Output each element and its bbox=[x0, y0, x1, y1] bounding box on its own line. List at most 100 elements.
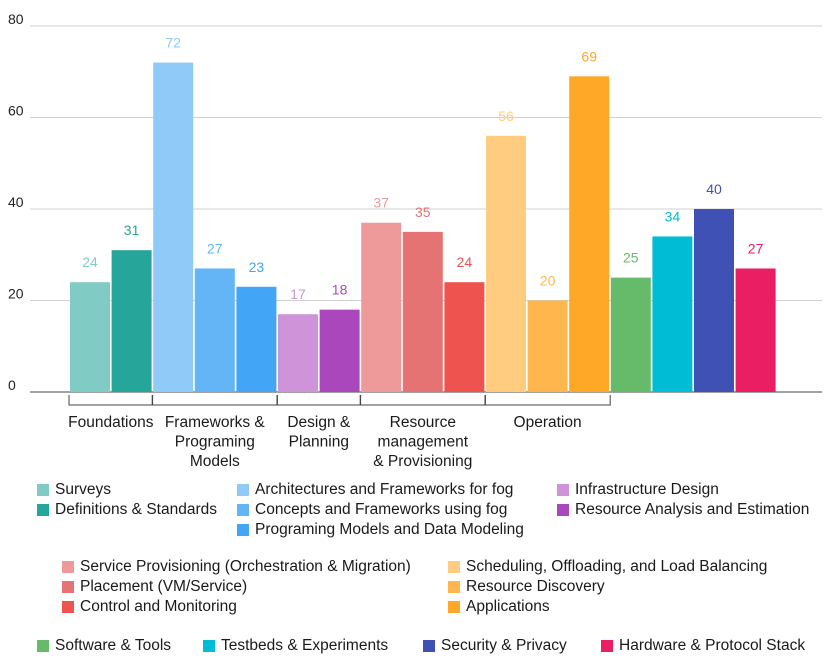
legend-item: Applications bbox=[448, 598, 550, 616]
bar bbox=[444, 282, 485, 392]
group-bracket bbox=[359, 395, 486, 406]
legend-item: Infrastructure Design bbox=[557, 481, 719, 499]
legend-label: Applications bbox=[466, 598, 550, 615]
legend-swatch bbox=[448, 561, 460, 573]
bar bbox=[361, 222, 402, 392]
group-brackets: Foundations Frameworks & Programing Models D… bbox=[68, 395, 611, 470]
legend-item: Control and Monitoring bbox=[62, 598, 237, 616]
legend-item: Surveys bbox=[37, 481, 111, 499]
data-label: 35 bbox=[415, 204, 431, 220]
y-tick-label: 60 bbox=[8, 103, 24, 119]
legend-label: Software & Tools bbox=[55, 637, 172, 654]
y-axis-ticks: 0 20 40 60 80 bbox=[8, 11, 24, 393]
bar bbox=[735, 268, 776, 392]
bar bbox=[652, 236, 693, 392]
data-label: 31 bbox=[124, 222, 140, 238]
legend-swatch bbox=[62, 601, 74, 613]
legend-label: Definitions & Standards bbox=[55, 501, 217, 518]
data-label: 20 bbox=[540, 273, 556, 289]
legend-label: Surveys bbox=[55, 481, 111, 498]
group-label: Design & Planning bbox=[287, 414, 351, 451]
data-label: 27 bbox=[748, 240, 764, 256]
legend-swatch bbox=[37, 504, 49, 516]
legend-swatch bbox=[557, 504, 569, 516]
bar bbox=[694, 209, 734, 392]
bar bbox=[569, 76, 610, 392]
legend-swatch bbox=[557, 484, 569, 496]
legend-item: Scheduling, Offloading, and Load Balanci… bbox=[448, 558, 767, 576]
legend-label: Resource Analysis and Estimation bbox=[575, 501, 810, 518]
data-label: 24 bbox=[82, 254, 98, 270]
bar bbox=[153, 62, 194, 392]
bar bbox=[610, 277, 651, 392]
legend-swatch bbox=[62, 581, 74, 593]
data-label: 23 bbox=[249, 259, 265, 275]
group-label: Frameworks & Programing Models bbox=[165, 414, 266, 470]
legend-swatch bbox=[203, 640, 215, 652]
legend-swatch bbox=[423, 640, 435, 652]
group-label: Operation bbox=[514, 414, 582, 431]
group-bracket bbox=[151, 395, 278, 406]
legend-label: Infrastructure Design bbox=[575, 481, 719, 498]
data-label: 40 bbox=[706, 181, 722, 197]
legend-label: Security & Privacy bbox=[441, 637, 567, 654]
legend-label: Placement (VM/Service) bbox=[80, 578, 248, 595]
legend-label: Resource Discovery bbox=[466, 578, 605, 595]
data-label: 56 bbox=[498, 108, 514, 124]
legend-item: Service Provisioning (Orchestration & Mi… bbox=[62, 558, 411, 576]
legend-swatch bbox=[37, 640, 49, 652]
legend-item: Testbeds & Experiments bbox=[203, 637, 388, 655]
data-label: 69 bbox=[581, 48, 597, 64]
legend-item: Programing Models and Data Modeling bbox=[237, 521, 524, 539]
chart: 0 20 40 60 80 24 31 72 27 23 17 18 37 35 24 56 20 69 25 34… bbox=[8, 11, 822, 470]
y-tick-label: 40 bbox=[8, 194, 24, 210]
bar bbox=[486, 135, 526, 393]
bar bbox=[527, 300, 568, 392]
group-label: Resource management & Provisioning bbox=[373, 414, 472, 470]
data-label: 72 bbox=[165, 35, 181, 51]
data-label: 24 bbox=[457, 254, 473, 270]
bar bbox=[194, 268, 235, 392]
legend-label: Control and Monitoring bbox=[80, 598, 237, 615]
data-label: 18 bbox=[332, 282, 348, 298]
legend-swatch bbox=[237, 504, 249, 516]
legend-swatch bbox=[448, 601, 460, 613]
data-label: 25 bbox=[623, 250, 639, 266]
bar bbox=[319, 309, 360, 392]
legend-swatch bbox=[448, 581, 460, 593]
data-label: 27 bbox=[207, 240, 223, 256]
legend-label: Hardware & Protocol Stack bbox=[619, 637, 806, 654]
legend-item: Resource Discovery bbox=[448, 578, 605, 596]
group-bracket bbox=[68, 395, 154, 406]
legend-swatch bbox=[237, 524, 249, 536]
legend-swatch bbox=[37, 484, 49, 496]
bar bbox=[278, 314, 318, 392]
data-label: 17 bbox=[290, 286, 306, 302]
legend-item: Software & Tools bbox=[37, 637, 171, 655]
legend-swatch bbox=[601, 640, 613, 652]
y-tick-label: 80 bbox=[8, 11, 24, 27]
group-bracket bbox=[276, 395, 362, 406]
legend-item: Placement (VM/Service) bbox=[62, 578, 247, 596]
group-label: Foundations bbox=[68, 414, 154, 431]
legend-item: Architectures and Frameworks for fog bbox=[237, 481, 513, 499]
bar bbox=[402, 231, 443, 392]
legend-item: Definitions & Standards bbox=[37, 501, 217, 519]
legend-label: Service Provisioning (Orchestration & Mi… bbox=[80, 558, 411, 575]
legend-item: Concepts and Frameworks using fog bbox=[237, 501, 507, 519]
y-tick-label: 0 bbox=[8, 377, 16, 393]
y-tick-label: 20 bbox=[8, 286, 24, 302]
legend-label: Testbeds & Experiments bbox=[221, 637, 389, 654]
bar bbox=[236, 286, 277, 392]
legend-label: Scheduling, Offloading, and Load Balanci… bbox=[466, 558, 768, 575]
legend-item: Security & Privacy bbox=[423, 637, 567, 655]
legend-label: Programing Models and Data Modeling bbox=[255, 521, 524, 538]
data-labels: 24 31 72 27 23 17 18 37 35 24 56 20 69 25 34 40 27 bbox=[82, 35, 763, 303]
data-label: 37 bbox=[373, 195, 389, 211]
legend-item: Resource Analysis and Estimation bbox=[557, 501, 809, 519]
bar bbox=[111, 250, 152, 392]
group-bracket bbox=[484, 395, 611, 406]
legend-item: Hardware & Protocol Stack bbox=[601, 637, 805, 655]
data-label: 34 bbox=[665, 208, 681, 224]
legend-label: Architectures and Frameworks for fog bbox=[255, 481, 514, 498]
